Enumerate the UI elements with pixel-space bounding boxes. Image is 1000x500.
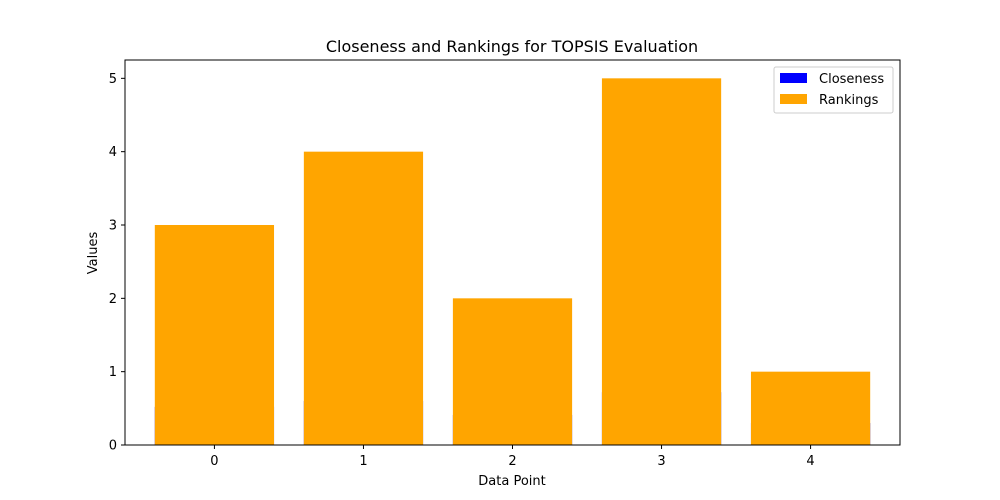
y-tick-label: 0 <box>109 439 117 454</box>
bar-rankings-0 <box>154 225 275 445</box>
legend-label-rankings: Rankings <box>819 93 879 108</box>
legend-label-closeness: Closeness <box>819 72 884 87</box>
x-tick-label: 4 <box>806 454 814 469</box>
chart-title: Closeness and Rankings for TOPSIS Evalua… <box>326 37 698 56</box>
x-axis-label: Data Point <box>478 474 545 489</box>
y-tick-label: 4 <box>109 145 117 160</box>
y-tick-label: 2 <box>109 292 117 307</box>
bar-rankings-1 <box>303 151 424 445</box>
y-axis-label: Values <box>86 232 101 275</box>
y-tick-label: 5 <box>109 72 117 87</box>
x-tick-label: 3 <box>657 454 665 469</box>
x-tick-label: 0 <box>210 454 218 469</box>
bar-rankings-4 <box>750 371 871 445</box>
legend: Closeness Rankings <box>773 66 894 114</box>
legend-swatch-closeness <box>780 73 807 83</box>
bar-rankings-2 <box>452 298 573 445</box>
bars-layer <box>154 78 871 445</box>
legend-items: Closeness Rankings <box>780 72 884 108</box>
y-axis-ticks: 0 1 2 3 4 5 <box>109 72 125 454</box>
y-tick-label: 3 <box>109 219 117 234</box>
legend-swatch-rankings <box>780 94 807 104</box>
x-axis-ticks: 0 1 2 3 4 <box>210 445 815 469</box>
x-tick-label: 1 <box>359 454 367 469</box>
x-tick-label: 2 <box>508 454 516 469</box>
bar-rankings-3 <box>601 78 722 445</box>
y-tick-label: 1 <box>109 365 117 380</box>
